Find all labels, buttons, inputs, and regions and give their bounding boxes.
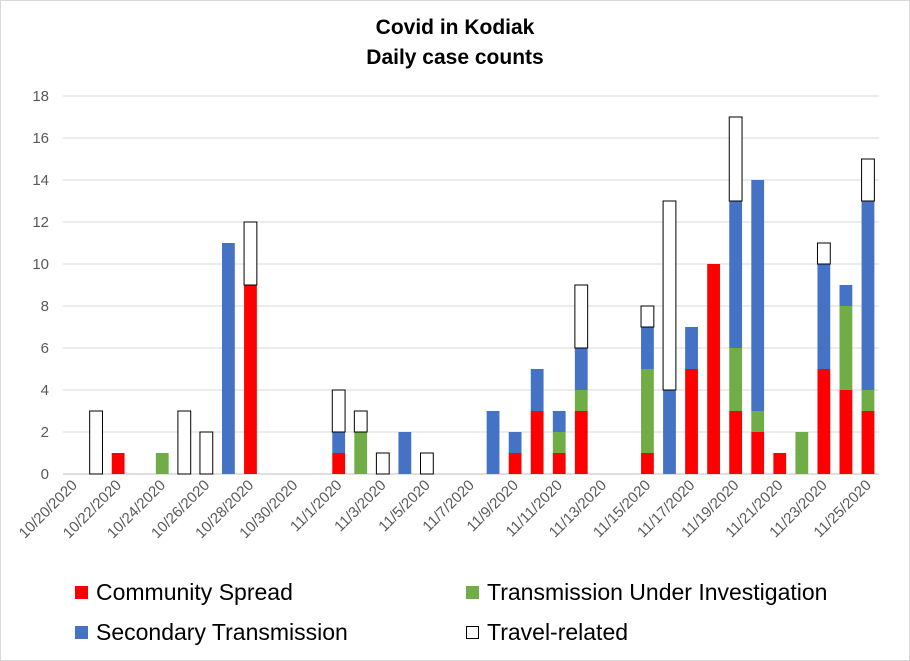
bar-community-spread-11-24-2020: [839, 390, 853, 474]
chart-plot: 02468101214161810/20/202010/22/202010/24…: [16, 88, 879, 542]
y-tick-label: 6: [41, 340, 49, 357]
bar-transmission-under-investigation-11-15-2020: [641, 369, 654, 453]
bar-secondary-transmission-11-8-2020: [486, 411, 500, 474]
y-tick-label: 8: [41, 298, 49, 315]
bar-transmission-under-investigation-11-20-2020: [751, 411, 765, 432]
bar-travel-related-11-5-2020: [419, 452, 434, 475]
legend-label: Travel-related: [487, 619, 629, 645]
bar-travel-related-10-21-2020: [89, 410, 103, 475]
chart-subtitle-line: Daily case counts: [366, 46, 544, 69]
bar-community-spread-11-9-2020: [508, 453, 522, 474]
bar-community-spread-11-20-2020: [751, 432, 765, 474]
bar-transmission-under-investigation-11-12-2020: [574, 390, 588, 411]
bar-community-spread-11-19-2020: [729, 411, 743, 474]
bar-secondary-transmission-11-17-2020: [685, 327, 698, 369]
bar-transmission-under-investigation-11-25-2020: [861, 390, 875, 411]
y-tick-label: 14: [32, 172, 49, 189]
y-tick-label: 16: [32, 130, 49, 147]
bar-secondary-transmission-11-24-2020: [839, 285, 853, 306]
chart-title: Covid in Kodiak Daily case counts: [1, 13, 909, 73]
legend-label: Secondary Transmission: [96, 619, 348, 645]
bar-community-spread-11-21-2020: [773, 453, 787, 474]
bar-community-spread-11-23-2020: [817, 369, 831, 474]
bar-secondary-transmission-11-11-2020: [552, 411, 566, 432]
bar-community-spread-11-11-2020: [552, 453, 566, 474]
bar-travel-related-10-28-2020: [243, 221, 258, 286]
bar-community-spread-10-22-2020: [111, 453, 125, 474]
bar-transmission-under-investigation-10-24-2020: [155, 453, 169, 474]
legend-label: Transmission Under Investigation: [487, 579, 828, 605]
legend-item-community-spread: Community Spread: [75, 579, 293, 606]
bar-secondary-transmission-11-19-2020: [729, 201, 743, 348]
legend-swatch-community-spread: [75, 586, 88, 599]
legend-swatch-under-investigation: [466, 586, 479, 599]
bar-secondary-transmission-11-25-2020: [861, 201, 875, 390]
y-tick-label: 12: [32, 214, 49, 231]
legend-swatch-travel-related: [466, 626, 479, 639]
bar-secondary-transmission-11-12-2020: [574, 348, 588, 390]
bar-travel-related-11-2-2020: [353, 410, 368, 433]
bar-transmission-under-investigation-11-11-2020: [552, 432, 566, 453]
bar-community-spread-11-25-2020: [861, 411, 875, 474]
bar-community-spread-11-15-2020: [641, 453, 654, 474]
bar-travel-related-10-25-2020: [177, 410, 192, 475]
bar-secondary-transmission-10-27-2020: [222, 243, 235, 474]
bar-secondary-transmission-11-20-2020: [751, 180, 765, 411]
bar-travel-related-11-25-2020: [861, 158, 875, 202]
y-tick-label: 4: [41, 382, 49, 399]
bar-secondary-transmission-11-9-2020: [508, 432, 522, 453]
bar-secondary-transmission-11-15-2020: [641, 327, 654, 369]
legend-item-under-investigation: Transmission Under Investigation: [466, 579, 827, 606]
legend-label: Community Spread: [96, 579, 293, 605]
bar-transmission-under-investigation-11-24-2020: [839, 306, 853, 390]
bar-secondary-transmission-11-4-2020: [398, 432, 412, 474]
bar-travel-related-11-16-2020: [662, 200, 677, 391]
bar-secondary-transmission-11-10-2020: [530, 369, 544, 411]
chart-title-line: Covid in Kodiak: [375, 16, 535, 39]
bar-community-spread-11-1-2020: [332, 453, 346, 474]
bar-transmission-under-investigation-11-19-2020: [729, 348, 743, 411]
bar-community-spread-11-18-2020: [707, 264, 720, 474]
legend-item-secondary-transmission: Secondary Transmission: [75, 619, 348, 646]
y-tick-label: 2: [41, 424, 49, 441]
bar-community-spread-11-17-2020: [685, 369, 698, 474]
legend-swatch-secondary-transmission: [75, 626, 88, 639]
bar-travel-related-11-3-2020: [375, 452, 390, 475]
bar-secondary-transmission-11-23-2020: [817, 264, 831, 369]
bar-secondary-transmission-11-1-2020: [332, 432, 346, 453]
bar-transmission-under-investigation-11-2-2020: [354, 432, 368, 474]
y-tick-label: 10: [32, 256, 49, 273]
bar-travel-related-10-26-2020: [199, 431, 214, 475]
bar-travel-related-11-1-2020: [331, 389, 346, 433]
bar-transmission-under-investigation-11-22-2020: [795, 432, 809, 474]
bar-travel-related-11-15-2020: [640, 305, 655, 328]
legend-item-travel-related: Travel-related: [466, 619, 628, 646]
bar-community-spread-11-12-2020: [574, 411, 588, 474]
bar-community-spread-10-28-2020: [244, 285, 257, 474]
bar-travel-related-11-19-2020: [728, 116, 743, 202]
bar-travel-related-11-12-2020: [574, 284, 589, 349]
y-tick-label: 0: [41, 466, 49, 483]
bar-community-spread-11-10-2020: [530, 411, 544, 474]
y-tick-label: 18: [32, 88, 49, 105]
bar-secondary-transmission-11-16-2020: [663, 390, 676, 474]
bar-travel-related-11-23-2020: [816, 242, 831, 265]
